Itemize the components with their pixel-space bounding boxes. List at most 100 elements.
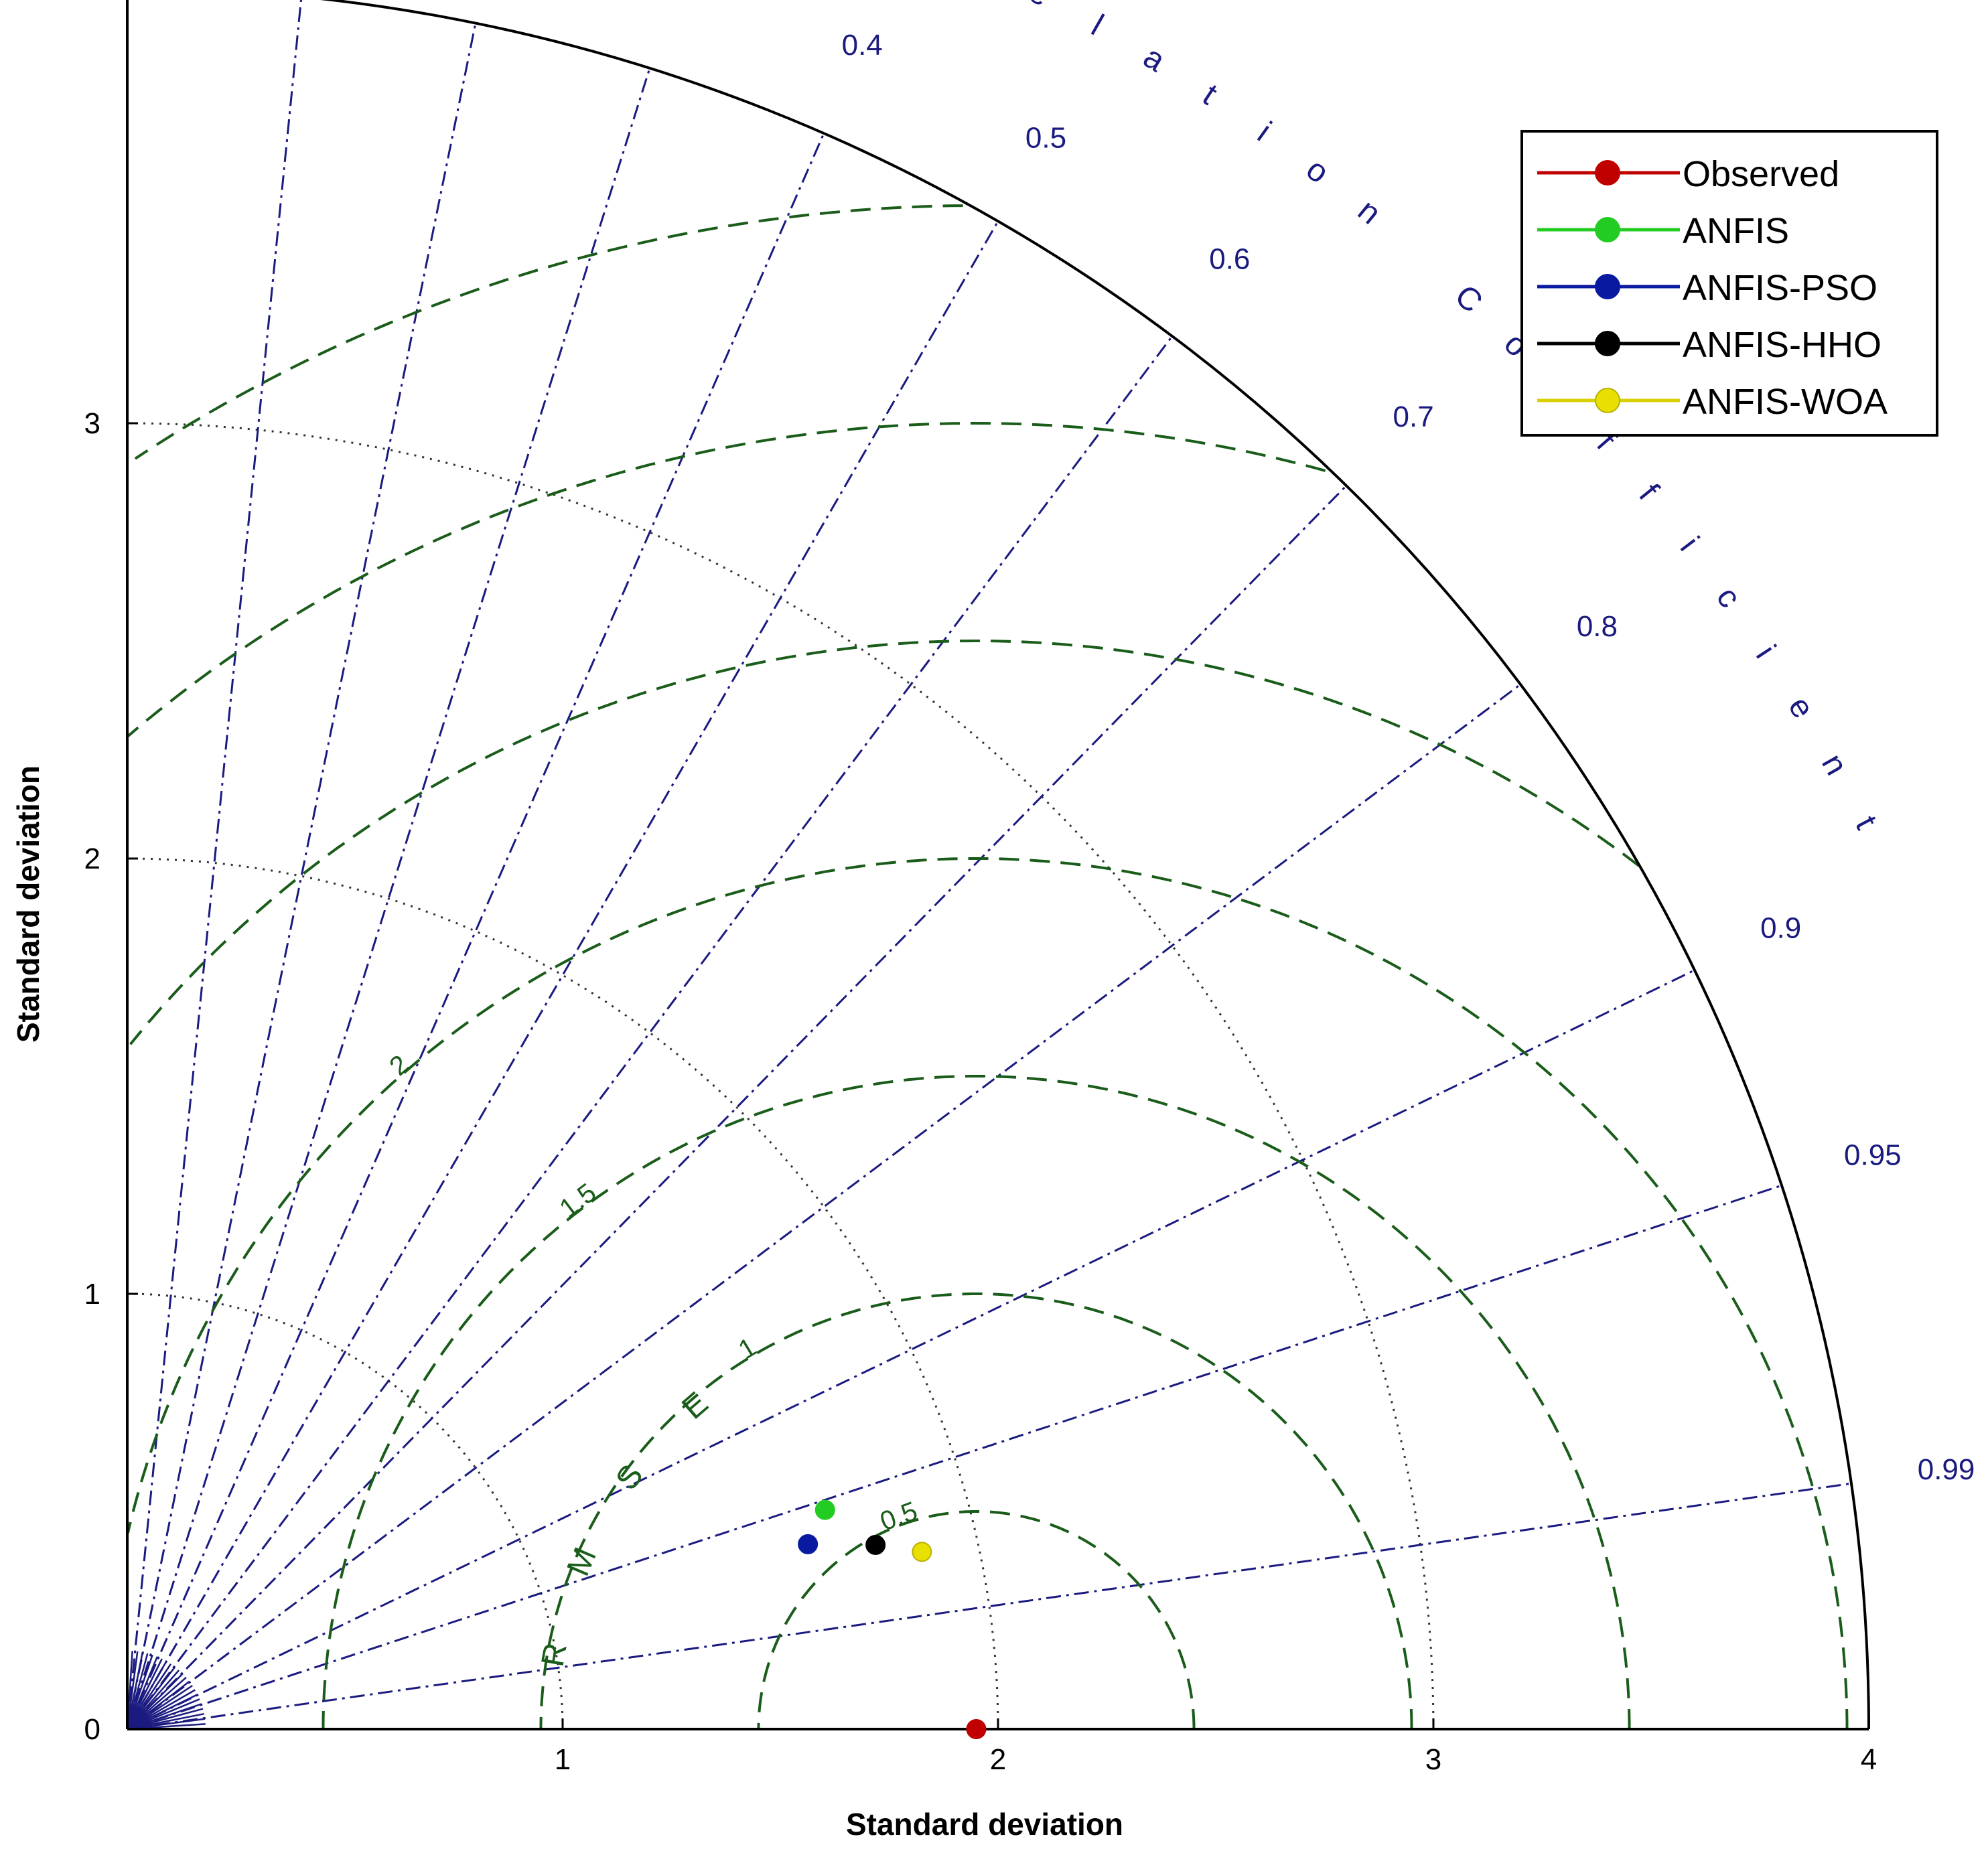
y-tick-label: 0: [84, 1713, 100, 1746]
origin-fan-line: [127, 1712, 204, 1730]
correlation-title-char: t: [1196, 77, 1223, 112]
origin-fan-line: [126, 1661, 167, 1730]
frame-layer: [126, 0, 1870, 1730]
legend-label: ANFIS: [1683, 211, 1789, 251]
correlation-line: [126, 23, 477, 1730]
point-layer: [798, 1499, 987, 1739]
correlation-tick-label: 0.95: [1844, 1138, 1902, 1171]
correlation-tick-label: 0.6: [1209, 243, 1250, 276]
rmse-arc: [129, 639, 1640, 1045]
origin-fan-line: [127, 1689, 196, 1730]
rmse-title-char: E: [675, 1386, 715, 1426]
origin-fan-line: [126, 1651, 139, 1730]
legend-label: ANFIS-WOA: [1683, 382, 1888, 422]
outer-arc: [320, 0, 1870, 1730]
std-arc: [127, 857, 999, 1729]
std-arc: [127, 422, 1435, 1730]
origin-fan-line: [127, 1673, 184, 1730]
correlation-line: [126, 133, 825, 1730]
y-tick-label: 4: [84, 0, 100, 5]
legend-marker: [1595, 331, 1620, 356]
correlation-tick-label: 0.5: [1025, 121, 1066, 154]
grid-layer: [126, 0, 1852, 1730]
rmse-arc: [757, 1510, 1196, 1729]
rmse-arc: [126, 857, 1849, 1729]
rmse-layer: [126, 204, 1849, 1729]
rmse-arc-label: 0.5: [876, 1496, 921, 1536]
correlation-title-char: n: [1815, 748, 1854, 781]
std-arc: [127, 1292, 564, 1729]
data-point: [865, 1534, 886, 1555]
correlation-tick-label: 0.9: [1760, 911, 1801, 944]
data-point: [814, 1499, 835, 1520]
origin-fan-line: [127, 1694, 198, 1730]
rmse-arc: [127, 421, 1326, 737]
origin-fan-line: [126, 1654, 153, 1730]
legend-box: [1520, 130, 1938, 437]
rmse-arc-label: 1.5: [554, 1178, 601, 1224]
origin-fan-line: [127, 1708, 204, 1730]
correlation-line: [126, 220, 999, 1730]
x-tick-label: 3: [1425, 1743, 1441, 1776]
rmse-arc: [134, 204, 963, 460]
legend: Observed ANFIS ANFIS-PSO ANFIS-HHO ANFIS-WOA: [1520, 130, 1938, 437]
origin-fan-line: [127, 1676, 187, 1730]
origin-fan-line: [127, 1703, 202, 1730]
rmse-arc-label: 2: [384, 1049, 415, 1082]
correlation-title-char: t: [1848, 810, 1884, 834]
correlation-title-char: o: [1299, 151, 1335, 190]
correlation-line: [127, 969, 1695, 1730]
origin-fan-line: [127, 1670, 180, 1730]
legend-marker: [1595, 274, 1620, 299]
correlation-title-char: i: [1749, 639, 1782, 664]
correlation-line: [126, 0, 303, 1730]
legend-marker: [1595, 388, 1620, 413]
rmse-arc: [322, 1075, 1631, 1729]
correlation-title-char: C: [1448, 278, 1490, 319]
correlation-tick-label: 0.99: [1918, 1453, 1975, 1486]
correlation-title-char: l: [1085, 8, 1109, 42]
y-tick-label: 3: [84, 407, 100, 440]
origin-fan-line: [126, 1656, 158, 1730]
rmse-arc-label: 1: [733, 1332, 762, 1365]
correlation-line: [127, 683, 1521, 1730]
correlation-title-char: e: [1781, 691, 1821, 725]
legend-label: ANFIS-PSO: [1683, 268, 1877, 308]
y-axis-title: Standard deviation: [11, 765, 46, 1043]
rmse-title-char: M: [561, 1542, 604, 1581]
correlation-tick-label: 0.8: [1577, 610, 1618, 643]
origin-fan-line: [127, 1698, 200, 1730]
x-axis-title: Standard deviation: [846, 1807, 1123, 1842]
correlation-title-char: n: [1351, 193, 1387, 232]
origin-fan-line: [126, 1652, 144, 1730]
data-point: [798, 1534, 819, 1554]
origin-fan-line: [127, 1680, 190, 1730]
correlation-tick-label: 0.4: [842, 29, 883, 62]
correlation-line: [127, 1184, 1782, 1730]
correlation-title-char: c: [1709, 581, 1748, 614]
data-point: [966, 1719, 987, 1739]
x-tick-label: 1: [555, 1743, 571, 1776]
correlation-line: [126, 485, 1348, 1730]
y-tick-label: 2: [84, 842, 100, 875]
legend-label: ANFIS-HHO: [1683, 325, 1882, 365]
correlation-line: [126, 68, 651, 1730]
origin-fan-line: [126, 1663, 172, 1730]
correlation-title-char: f: [1632, 477, 1665, 507]
x-tick-label: 2: [990, 1743, 1006, 1776]
data-point: [912, 1542, 932, 1562]
correlation-title-char: a: [1137, 39, 1172, 78]
legend-marker: [1595, 217, 1620, 242]
correlation-title-char: i: [1673, 530, 1706, 558]
x-tick-label: 4: [1861, 1743, 1877, 1776]
origin-fan-line: [126, 1658, 163, 1730]
correlation-title-char: i: [1251, 115, 1277, 148]
legend-marker: [1595, 160, 1620, 186]
correlation-title-char: e: [1023, 0, 1056, 13]
correlation-line: [127, 1482, 1852, 1730]
correlation-line: [126, 336, 1174, 1730]
y-tick-label: 1: [84, 1278, 100, 1311]
legend-label: Observed: [1683, 154, 1839, 194]
rmse-title-char: R: [535, 1640, 574, 1669]
